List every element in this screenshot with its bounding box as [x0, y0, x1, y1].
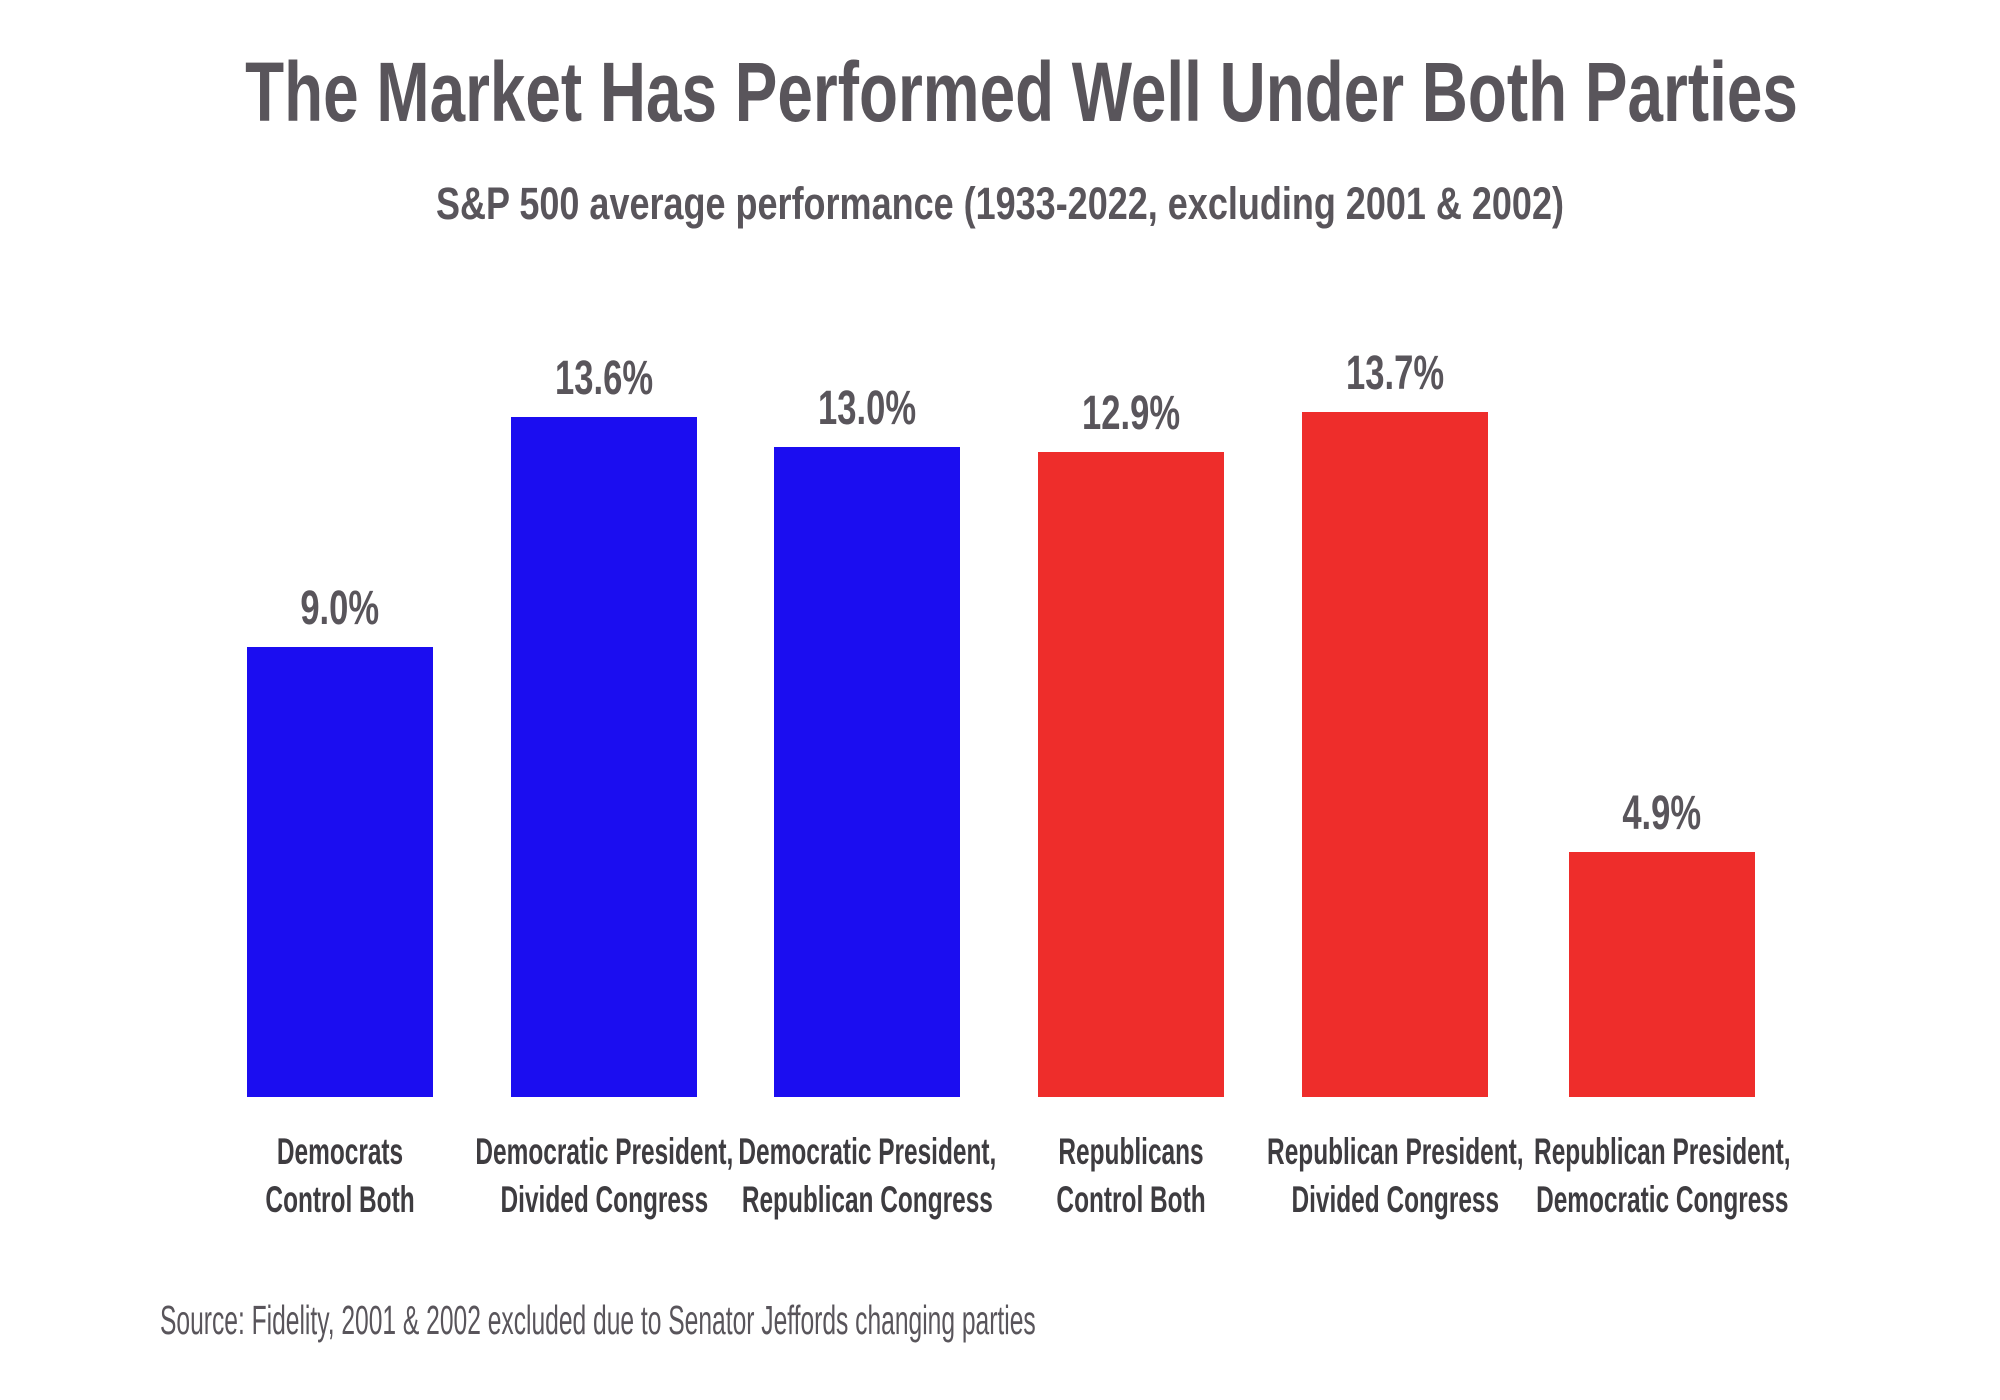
bar-category-label: Republican President, Divided Congress — [1165, 1128, 1625, 1224]
bar-category-line: Democratic President, — [738, 1131, 996, 1172]
bar-category-line: Republican President, — [1533, 1131, 1791, 1172]
chart-subtitle: S&P 500 average performance (1933-2022, … — [0, 178, 2000, 230]
bar-value-label: 13.6% — [454, 355, 754, 403]
bar-category-label: Republicans Control Both — [901, 1128, 1361, 1224]
bar-category-line: Divided Congress — [500, 1179, 708, 1220]
bar-category-text: Democrats Control Both — [265, 1128, 414, 1224]
bar — [247, 647, 433, 1097]
bar — [511, 417, 697, 1097]
source-note: Source: Fidelity, 2001 & 2002 excluded d… — [160, 1296, 1619, 1345]
bar-value-text: 13.6% — [554, 352, 653, 405]
bar-value-text: 4.9% — [1622, 787, 1702, 840]
bar-category-line: Control Both — [1056, 1179, 1206, 1220]
page-title: The Market Has Performed Well Under Both… — [0, 45, 2000, 139]
bar-category-label: Democrats Control Both — [110, 1128, 570, 1224]
bar-value-text: 9.0% — [300, 582, 380, 635]
bar-category-text: Republican President, Divided Congress — [1267, 1128, 1523, 1224]
bar-category-line: Republican Congress — [741, 1179, 993, 1220]
bar — [774, 447, 960, 1097]
bar-category-line: Republican President, — [1266, 1131, 1524, 1172]
bar-category-line: Democratic President, — [475, 1131, 733, 1172]
bar-category-text: Republicans Control Both — [1056, 1128, 1205, 1224]
chart-subtitle-text: S&P 500 average performance (1933-2022, … — [436, 178, 1564, 229]
bar — [1038, 452, 1224, 1097]
bar-value-text: 12.9% — [1081, 387, 1180, 440]
bar — [1302, 412, 1488, 1097]
bar-category-label: Democratic President, Republican Congress — [637, 1128, 1097, 1224]
bar-value-text: 13.7% — [1345, 347, 1444, 400]
bar-category-text: Democratic President, Divided Congress — [475, 1128, 733, 1224]
bar-category-line: Democratic Congress — [1535, 1179, 1789, 1220]
bar-value-label: 13.7% — [1245, 350, 1545, 398]
bar-value-label: 12.9% — [981, 390, 1281, 438]
bar-category-text: Democratic President, Republican Congress — [738, 1128, 996, 1224]
bar-value-label: 4.9% — [1512, 790, 1812, 838]
bar-category-label: Republican President, Democratic Congress — [1432, 1128, 1892, 1224]
bar-value-label: 9.0% — [190, 585, 490, 633]
bar-value-text: 13.0% — [817, 382, 916, 435]
bar-category-line: Republicans — [1058, 1131, 1204, 1172]
bar-value-label: 13.0% — [717, 385, 1017, 433]
bar-category-text: Republican President, Democratic Congress — [1534, 1128, 1790, 1224]
bar-category-line: Control Both — [265, 1179, 415, 1220]
bar — [1569, 852, 1755, 1097]
source-note-text: Source: Fidelity, 2001 & 2002 excluded d… — [160, 1297, 1036, 1343]
page-title-text: The Market Has Performed Well Under Both… — [245, 45, 1798, 139]
bar-category-label: Democratic President, Divided Congress — [374, 1128, 834, 1224]
bar-category-line: Democrats — [276, 1131, 404, 1172]
bar-category-line: Divided Congress — [1291, 1179, 1499, 1220]
